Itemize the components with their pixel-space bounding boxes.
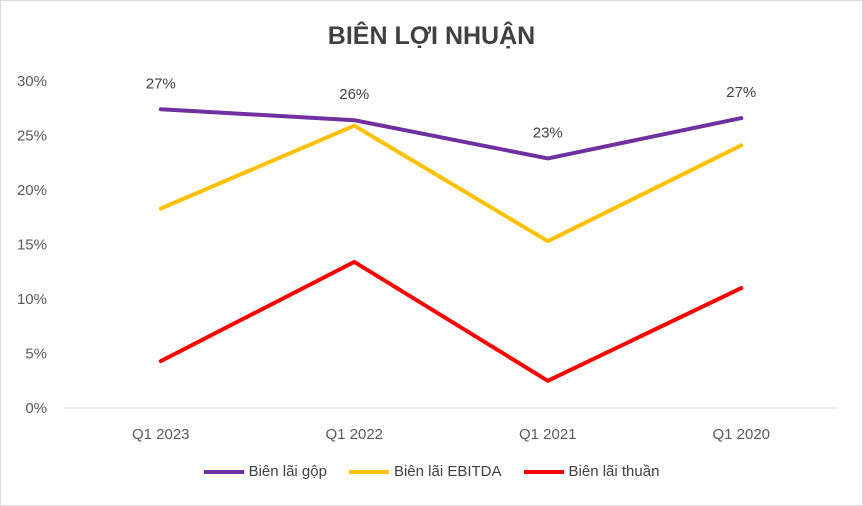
legend-label: Biên lãi gộp	[248, 463, 327, 480]
legend-swatch	[348, 469, 389, 474]
x-tick-label: Q1 2022	[325, 426, 383, 443]
legend-label: Biên lãi thuần	[568, 463, 660, 480]
legend: Biên lãi gộp Biên lãi EBITDA Biên lãi thuầ…	[0, 463, 863, 480]
x-tick-label: Q1 2020	[712, 426, 770, 443]
chart-title: BIÊN LỢI NHUẬN	[327, 22, 536, 50]
y-tick-label: 20%	[17, 182, 47, 199]
data-label: 27%	[146, 75, 176, 92]
series-line-3	[158, 259, 744, 383]
series-lines	[158, 107, 744, 383]
data-label: 26%	[339, 86, 369, 103]
data-label: 23%	[533, 124, 563, 141]
y-tick-label: 15%	[17, 237, 47, 254]
legend-item: Biên lãi EBITDA	[348, 463, 502, 480]
legend-item: Biên lãi thuần	[523, 463, 660, 480]
legend-item: Biên lãi gộp	[203, 463, 327, 480]
series-line-1	[158, 107, 744, 161]
data-label: 27%	[726, 84, 756, 101]
legend-label: Biên lãi EBITDA	[393, 463, 502, 480]
legend-swatch	[203, 469, 244, 474]
legend-swatch	[523, 469, 564, 474]
y-axis-ticks: 0% 5% 10% 15% 20% 25% 30%	[17, 73, 47, 417]
x-axis-ticks: Q1 2023 Q1 2022 Q1 2021 Q1 2020	[132, 426, 770, 443]
y-tick-label: 0%	[25, 400, 47, 417]
y-tick-label: 30%	[17, 73, 47, 90]
x-tick-label: Q1 2023	[132, 426, 190, 443]
series-line-2	[158, 123, 744, 244]
y-tick-label: 10%	[17, 291, 47, 308]
y-tick-label: 5%	[25, 346, 47, 363]
data-labels: 27% 26% 23% 27%	[146, 75, 757, 141]
y-tick-label: 25%	[17, 128, 47, 145]
x-tick-label: Q1 2021	[519, 426, 577, 443]
